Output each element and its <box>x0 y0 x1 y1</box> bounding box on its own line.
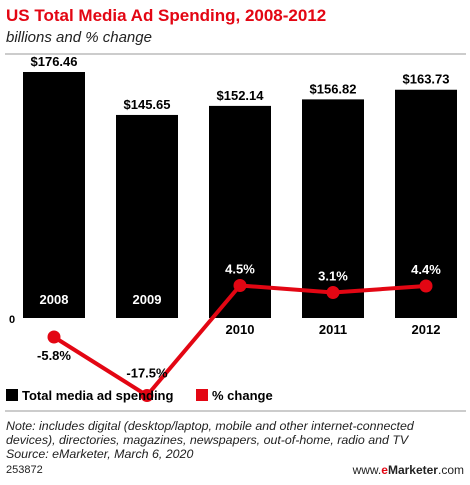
bar-value-label-2008: $176.46 <box>31 54 78 69</box>
percent-point-2009 <box>140 389 154 402</box>
bar-2011 <box>302 99 364 319</box>
bar-value-label-2011: $156.82 <box>310 81 357 96</box>
bar-value-label-2010: $152.14 <box>217 88 265 103</box>
category-label-2008: 2008 <box>40 292 69 307</box>
chart-note: Note: includes digital (desktop/laptop, … <box>6 419 466 461</box>
category-label-2012: 2012 <box>412 322 441 337</box>
legend-swatch-line <box>196 389 208 401</box>
percent-point-2008 <box>47 330 61 344</box>
bar-2008 <box>23 72 85 318</box>
legend-label-line: % change <box>212 388 273 403</box>
brand-suffix: .com <box>437 463 464 477</box>
percent-point-2010 <box>233 279 247 292</box>
chart-subtitle: billions and % change <box>6 29 152 46</box>
percent-label-2010: 4.5% <box>225 262 255 277</box>
brand-prefix: www. <box>352 463 382 477</box>
percent-label-2008: -5.8% <box>37 348 71 363</box>
category-label-2009: 2009 <box>133 292 162 307</box>
brand-logo[interactable]: www.eMarketer.com <box>353 463 464 477</box>
brand-accent: e <box>381 463 388 477</box>
source-text: Source: eMarketer, March 6, 2020 <box>6 447 194 461</box>
percent-point-2011 <box>326 286 340 299</box>
percent-label-2009: -17.5% <box>126 366 168 381</box>
bar-2009 <box>116 114 178 318</box>
legend-swatch-bars <box>6 389 18 401</box>
bar-value-label-2012: $163.73 <box>403 72 450 87</box>
bar-value-label-2009: $145.65 <box>124 97 171 112</box>
percent-point-2012 <box>419 279 433 293</box>
legend-label-bars: Total media ad spending <box>22 388 174 403</box>
chart-title: US Total Media Ad Spending, 2008-2012 <box>6 6 327 25</box>
note-text: Note: includes digital (desktop/laptop, … <box>6 419 414 447</box>
brand-main: Marketer <box>387 463 438 477</box>
chart-id: 253872 <box>6 464 43 476</box>
percent-label-2012: 4.4% <box>411 262 441 277</box>
category-label-2010: 2010 <box>226 322 255 337</box>
percent-label-2011: 3.1% <box>318 269 348 284</box>
category-label-2011: 2011 <box>319 322 347 337</box>
zero-tick-label: 0 <box>9 314 15 326</box>
